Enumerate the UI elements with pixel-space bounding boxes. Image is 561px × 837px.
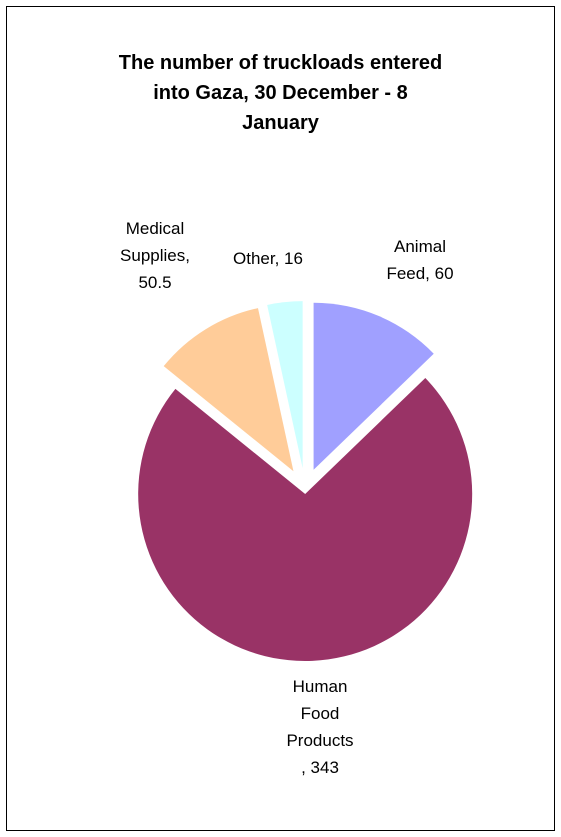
- chart-title-line-2: into Gaza, 30 December - 8: [153, 82, 408, 104]
- slice-label-human-food-products: Human Food Products, 343: [286, 677, 353, 777]
- pie-slice-human-food-products: [138, 378, 473, 661]
- pie-slice-other: [267, 301, 303, 469]
- pie-slice-animal-feed: [313, 302, 434, 470]
- chart-title-line-1: The number of truckloads entered: [118, 52, 443, 74]
- slice-label-animal-feed: Animal Feed, 60: [386, 237, 453, 283]
- chart-title: The number of truckloads entered into Ga…: [70, 48, 491, 138]
- chart-title-line-3: January: [242, 112, 319, 134]
- slice-label-other: Other, 16: [233, 249, 303, 268]
- slice-label-medical-supplies: Medical Supplies, 50.5: [120, 219, 190, 292]
- pie-slice-medical-supplies: [163, 308, 294, 472]
